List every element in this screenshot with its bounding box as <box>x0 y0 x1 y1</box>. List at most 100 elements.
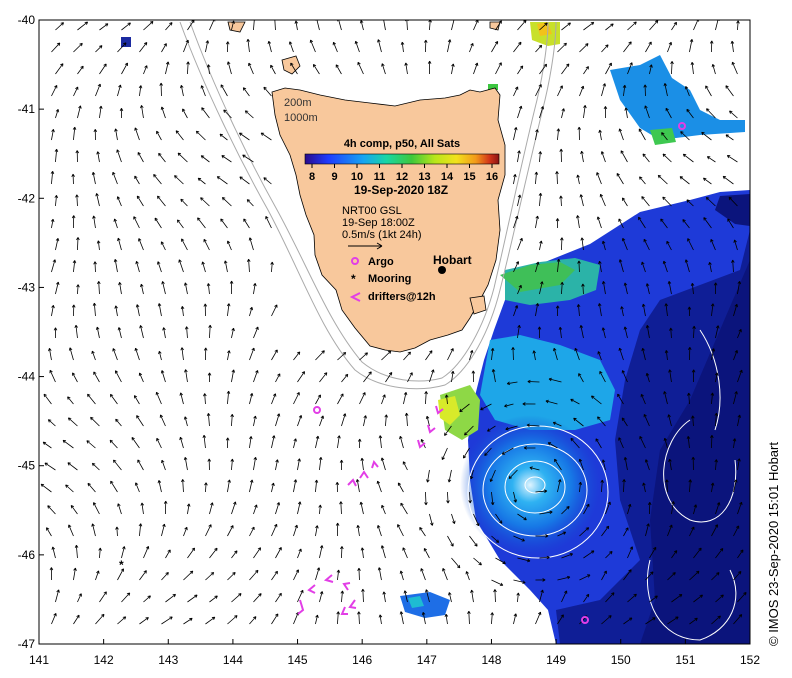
lon-tick-label: 141 <box>29 653 49 667</box>
current-arrow <box>737 280 742 295</box>
current-arrow <box>271 570 278 581</box>
current-arrow <box>197 217 206 229</box>
colorbar-tick-label: 13 <box>418 171 430 183</box>
current-arrow <box>381 504 386 515</box>
current-arrow <box>75 194 79 207</box>
current-arrow <box>73 86 79 97</box>
current-arrow <box>271 393 277 405</box>
current-arrow <box>469 535 478 547</box>
current-arrow <box>555 218 560 229</box>
current-arrow <box>491 535 500 543</box>
current-arrow <box>205 571 215 581</box>
current-arrow <box>248 237 254 251</box>
current-arrow <box>428 20 432 31</box>
current-arrow <box>271 304 278 317</box>
current-arrow <box>119 108 124 119</box>
current-arrow <box>50 170 55 185</box>
current-arrow <box>627 503 632 515</box>
current-arrow <box>363 415 367 427</box>
current-arrow <box>711 348 716 361</box>
current-arrow <box>181 238 188 251</box>
current-arrow <box>121 592 131 603</box>
current-arrow <box>51 42 61 53</box>
current-arrow <box>263 86 272 97</box>
current-arrow <box>710 238 716 251</box>
current-arrow <box>620 150 628 163</box>
current-arrow <box>155 391 162 405</box>
current-arrow <box>421 611 426 625</box>
current-arrow <box>114 305 118 317</box>
current-arrow <box>337 435 341 449</box>
lat-tick-label: -45 <box>18 459 36 473</box>
current-arrow <box>576 304 581 317</box>
credit-label: © IMOS 23-Sep-2020 15:01 Hobart <box>766 442 781 646</box>
current-arrow <box>339 459 344 471</box>
current-arrow <box>706 156 716 163</box>
current-arrow <box>623 617 633 625</box>
current-arrow <box>722 175 734 185</box>
current-arrow <box>671 550 678 559</box>
current-arrow <box>110 480 118 493</box>
current-arrow <box>140 502 145 515</box>
current-arrow <box>506 381 518 386</box>
current-arrow <box>469 42 474 53</box>
colorbar-tick-label: 14 <box>441 171 454 183</box>
lat-tick-label: -42 <box>18 191 36 205</box>
current-arrow <box>733 350 738 361</box>
current-arrow <box>162 327 166 339</box>
current-arrow <box>77 21 89 31</box>
current-arrow <box>645 283 650 295</box>
current-arrow <box>578 458 584 471</box>
current-arrow <box>671 21 677 31</box>
current-arrow <box>513 127 518 141</box>
current-arrow <box>109 393 118 405</box>
current-arrow <box>710 482 715 493</box>
current-arrow <box>294 20 299 31</box>
current-arrow <box>641 196 650 207</box>
current-arrow <box>400 502 408 515</box>
current-arrow <box>552 421 562 427</box>
current-arrow <box>93 261 97 273</box>
current-arrow <box>117 84 122 97</box>
current-arrow <box>159 82 163 97</box>
current-arrow <box>180 198 188 207</box>
current-arrow <box>535 302 540 317</box>
lat-tick-label: -40 <box>18 13 36 27</box>
current-arrow <box>72 372 78 383</box>
current-arrow <box>260 132 272 141</box>
isobath-label-1000: 1000m <box>284 112 318 124</box>
current-arrow <box>332 41 338 53</box>
current-arrow <box>601 327 606 339</box>
current-arrow <box>618 218 624 229</box>
current-arrow <box>711 63 716 75</box>
current-arrow <box>605 501 611 515</box>
current-arrow <box>623 527 629 537</box>
current-arrow <box>733 570 742 581</box>
current-arrow <box>117 327 122 339</box>
current-arrow <box>703 217 712 229</box>
current-arrow <box>67 417 78 427</box>
current-arrow <box>671 501 675 515</box>
current-arrow <box>623 41 632 53</box>
current-arrow <box>96 151 100 163</box>
current-arrow <box>139 42 148 53</box>
current-arrow <box>463 447 470 459</box>
current-arrow <box>183 570 194 581</box>
current-arrow <box>381 20 386 31</box>
isobath-lines <box>179 21 557 390</box>
current-arrow <box>55 63 64 75</box>
current-arrow <box>513 491 518 503</box>
current-arrow <box>165 61 170 75</box>
current-arrow <box>597 351 602 361</box>
current-arrow <box>381 394 386 405</box>
current-arrow <box>226 390 231 405</box>
current-arrow <box>729 110 738 119</box>
current-arrow <box>159 414 166 427</box>
current-arrow <box>117 616 127 625</box>
current-arrow <box>249 616 257 625</box>
current-arrow <box>645 523 650 537</box>
current-arrow <box>711 572 720 581</box>
current-arrow <box>77 65 84 75</box>
current-arrow <box>595 438 602 449</box>
current-arrow <box>601 570 607 581</box>
